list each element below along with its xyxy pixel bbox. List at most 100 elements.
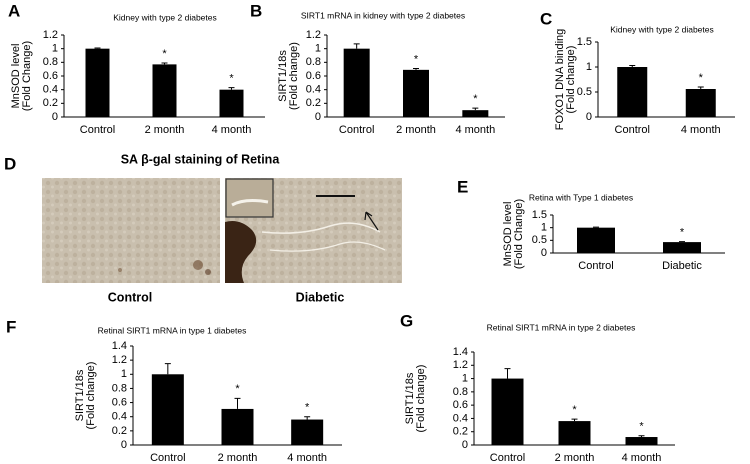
x-tick-label: 2 month: [218, 452, 258, 464]
panel-letter: G: [400, 311, 413, 330]
significance-marker: *: [235, 383, 240, 395]
y-tick-label: 1.2: [43, 29, 58, 41]
y-tick-label: 0.2: [43, 97, 58, 109]
bar: [617, 67, 648, 117]
panel-letter: A: [8, 1, 20, 20]
significance-marker: *: [572, 404, 577, 416]
bar: [152, 64, 177, 117]
error-bar: [413, 67, 419, 70]
significance-marker: *: [699, 72, 704, 84]
error-bar: [304, 416, 311, 420]
error-bar: [629, 65, 636, 67]
y-axis-label: SIRT1/18s: [74, 369, 86, 421]
y-axis-label: (Fold change): [85, 362, 97, 430]
panel-letter: E: [457, 177, 468, 196]
panel-letter: C: [540, 9, 552, 28]
y-tick-label: 0.8: [112, 382, 127, 394]
bar: [558, 421, 591, 445]
bar: [403, 69, 429, 117]
y-axis-label: MnSOD level: [502, 202, 514, 267]
y-tick-label: 0.2: [453, 426, 468, 438]
chart-title: Retina with Type 1 diabetes: [529, 192, 633, 202]
y-tick-label: 0.8: [43, 56, 58, 68]
y-tick-label: 1.2: [112, 354, 127, 366]
y-tick-label: 0.2: [112, 425, 127, 437]
y-tick-label: 1: [52, 43, 58, 55]
x-tick-label: 4 month: [622, 452, 662, 464]
x-tick-label: Control: [80, 124, 115, 136]
bar: [219, 89, 244, 117]
y-axis-label: (Fold change): [565, 46, 577, 114]
chart-title: SIRT1 mRNA in kidney with type 2 diabete…: [301, 10, 465, 20]
y-tick-label: 1.5: [577, 36, 592, 48]
y-axis-label: (Fold Change): [21, 41, 33, 111]
y-tick-label: 0.8: [453, 386, 468, 398]
micrograph-control: [42, 178, 220, 283]
error-bar: [234, 397, 241, 409]
bar: [577, 227, 615, 253]
error-bar: [472, 107, 479, 111]
error-bar: [164, 363, 171, 375]
x-tick-label: Control: [615, 124, 650, 136]
y-tick-label: 1.4: [453, 346, 468, 358]
panel-letter: F: [6, 317, 16, 336]
y-tick-label: 0: [315, 111, 321, 123]
x-tick-label: 4 month: [455, 124, 495, 136]
chart-title: Kidney with type 2 diabetes: [610, 24, 713, 34]
y-axis-label: FOXO1 DNA binding: [554, 29, 566, 131]
image-title: SA β-gal staining of Retina: [121, 152, 281, 166]
y-tick-label: 1: [586, 61, 592, 73]
bar: [462, 110, 489, 117]
error-bar: [571, 418, 578, 422]
y-tick-label: 1.2: [306, 29, 321, 41]
y-axis-label: MnSOD level: [10, 44, 22, 109]
y-tick-label: 0.6: [43, 70, 58, 82]
bar: [291, 419, 324, 445]
y-tick-label: 0.5: [532, 234, 547, 246]
x-tick-label: Control: [150, 452, 185, 464]
significance-marker: *: [305, 402, 310, 414]
y-tick-label: 0.4: [43, 84, 58, 96]
significance-marker: *: [473, 93, 478, 105]
error-bar: [504, 368, 511, 379]
x-tick-label: 4 month: [681, 124, 721, 136]
x-tick-label: 2 month: [145, 124, 185, 136]
y-tick-label: 0.4: [112, 411, 127, 423]
x-tick-label: 4 month: [287, 452, 327, 464]
significance-marker: *: [162, 48, 167, 60]
y-tick-label: 1.5: [532, 209, 547, 221]
y-tick-label: 0.6: [453, 399, 468, 411]
bar: [625, 437, 658, 445]
error-bar: [161, 62, 168, 65]
significance-marker: *: [229, 73, 234, 85]
y-axis-label: (Fold change): [288, 42, 300, 110]
y-tick-label: 0.8: [306, 56, 321, 68]
chart-title: Retinal SIRT1 mRNA in type 1 diabetes: [98, 325, 247, 335]
bar: [491, 378, 524, 445]
y-tick-label: 0: [121, 439, 127, 451]
chart-title: Kidney with type 2 diabetes: [113, 12, 216, 22]
micrograph-diabetic: [225, 178, 402, 283]
bar: [685, 89, 716, 117]
x-tick-label: 2 month: [396, 124, 436, 136]
y-tick-label: 1.2: [453, 359, 468, 371]
y-axis-label: (Fold change): [415, 365, 427, 433]
y-tick-label: 0: [52, 111, 58, 123]
y-tick-label: 0.5: [577, 86, 592, 98]
bar: [221, 408, 254, 445]
y-axis-label: (Fold Change): [513, 199, 525, 269]
y-axis-label: SIRT1/18s: [404, 372, 416, 424]
bar: [663, 242, 701, 253]
x-tick-label: Control: [490, 452, 525, 464]
bar: [151, 374, 184, 445]
significance-marker: *: [414, 53, 419, 65]
y-tick-label: 1: [462, 372, 468, 384]
bar: [343, 48, 370, 117]
x-tick-label: 2 month: [555, 452, 595, 464]
y-tick-label: 1: [315, 43, 321, 55]
x-tick-label: Control: [578, 260, 613, 272]
x-tick-label: Diabetic: [662, 260, 702, 272]
image-label: Diabetic: [296, 290, 345, 304]
y-tick-label: 0.2: [306, 97, 321, 109]
